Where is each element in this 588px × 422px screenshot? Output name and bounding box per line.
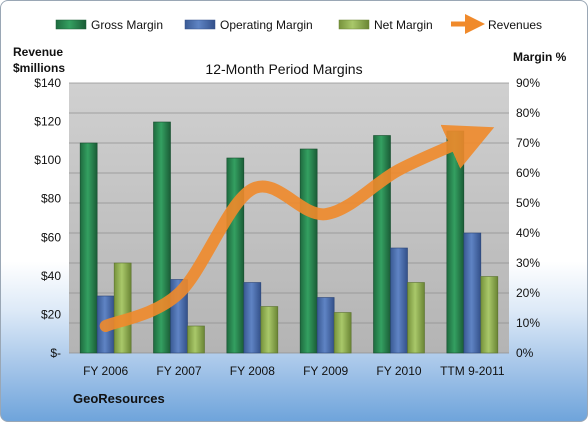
right-tick-label: 10% [516, 316, 540, 330]
right-tick-label: 90% [516, 76, 540, 90]
bar-operating-margin [463, 232, 482, 354]
legend-swatch-gross-margin [55, 19, 87, 30]
revenue-line [99, 124, 495, 332]
right-tick-label: 20% [516, 286, 540, 300]
right-tick-label: 70% [516, 136, 540, 150]
left-axis-title-line1: Revenue [13, 45, 63, 59]
left-tick-label: $- [50, 346, 61, 360]
bar-net-margin [407, 282, 425, 354]
category-label: FY 2007 [156, 364, 201, 378]
legend-swatch-operating-margin [184, 19, 216, 30]
category-label: FY 2008 [230, 364, 275, 378]
bar-net-margin [480, 276, 499, 354]
bar-gross-margin [373, 135, 391, 354]
bar-operating-margin [243, 282, 262, 354]
company-name: GeoResources [73, 391, 165, 406]
legend-label-net-margin: Net Margin [374, 18, 433, 32]
legend-label-operating-margin: Operating Margin [220, 18, 313, 32]
category-label: FY 2010 [376, 364, 421, 378]
left-axis-ticks: $- $20 $40 $60 $80 $100 $120 $140 [34, 76, 61, 360]
left-axis-title-line2: $millions [13, 61, 65, 75]
bar-gross-margin [79, 142, 98, 354]
gridlines [69, 82, 509, 354]
bar-net-margin [260, 306, 279, 354]
left-tick-label: $20 [41, 307, 61, 321]
bar-net-margin [187, 325, 205, 354]
left-tick-label: $40 [41, 269, 61, 283]
bar-gross-margin [153, 121, 171, 354]
bar-net-margin [333, 312, 352, 354]
bar-operating-margin [390, 247, 408, 354]
category-labels: FY 2006 FY 2007 FY 2008 FY 2009 FY 2010 TTM 9… [83, 364, 505, 378]
right-tick-label: 30% [516, 256, 540, 270]
right-axis-ticks: 0% 10% 20% 30% 40% 50% 60% 70% 80% 90% [516, 76, 540, 360]
category-label: TTM 9-2011 [440, 364, 505, 378]
right-tick-label: 40% [516, 226, 540, 240]
right-tick-label: 60% [516, 166, 540, 180]
left-tick-label: $60 [41, 230, 61, 244]
category-label: FY 2009 [303, 364, 348, 378]
right-tick-label: 80% [516, 106, 540, 120]
bar-gross-margin [446, 130, 465, 354]
right-tick-label: 50% [516, 196, 540, 210]
chart-title: 12-Month Period Margins [205, 61, 362, 77]
revenue-series [99, 124, 495, 332]
right-axis-title: Margin % [513, 50, 567, 64]
left-tick-label: $140 [34, 76, 61, 90]
bar-net-margin [113, 262, 132, 354]
left-tick-label: $100 [34, 153, 61, 167]
bar-gross-margin [226, 157, 245, 354]
legend-label-revenues: Revenues [488, 18, 542, 32]
right-tick-label: 0% [516, 346, 534, 360]
plot-area [69, 83, 509, 353]
bar-operating-margin [316, 297, 335, 354]
legend-label-gross-margin: Gross Margin [91, 18, 163, 32]
category-label: FY 2006 [83, 364, 128, 378]
legend-swatch-net-margin [338, 19, 370, 30]
bar-gross-margin [299, 148, 318, 354]
left-tick-label: $80 [41, 192, 61, 206]
legend: Gross Margin Operating Margin Net Margin… [55, 14, 542, 34]
left-tick-label: $120 [34, 115, 61, 129]
